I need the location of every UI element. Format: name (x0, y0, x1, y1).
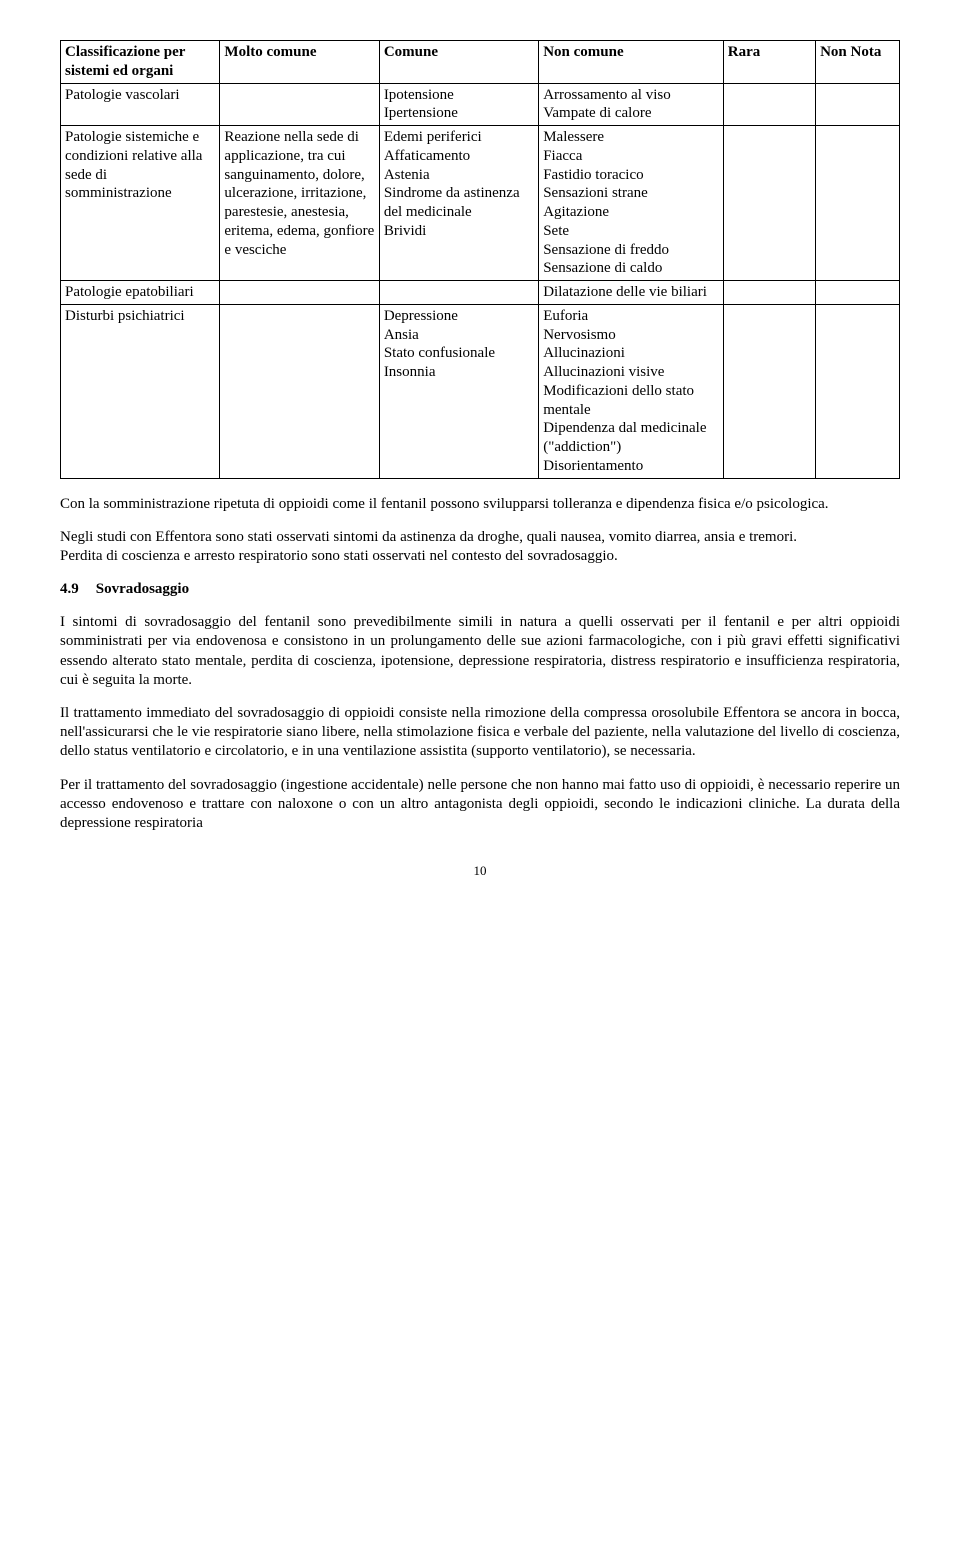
th-rare: Rara (723, 41, 815, 84)
cell (816, 281, 900, 305)
paragraph: Con la somministrazione ripetuta di oppi… (60, 495, 900, 514)
cell (220, 83, 379, 126)
cell (220, 281, 379, 305)
table-row: Disturbi psichiatrici DepressioneAnsiaSt… (61, 304, 900, 478)
cell (816, 304, 900, 478)
adverse-effects-table: Classificazione per sistemi ed organi Mo… (60, 40, 900, 479)
paragraph: Per il trattamento del sovradosaggio (in… (60, 776, 900, 834)
cell: IpotensioneIpertensione (379, 83, 538, 126)
cell (723, 281, 815, 305)
th-classification: Classificazione per sistemi ed organi (61, 41, 220, 84)
cell: Disturbi psichiatrici (61, 304, 220, 478)
cell: Reazione nella sede di applicazione, tra… (220, 126, 379, 281)
th-not-common: Non comune (539, 41, 724, 84)
th-common: Comune (379, 41, 538, 84)
paragraph: I sintomi di sovradosaggio del fentanil … (60, 613, 900, 690)
th-not-known: Non Nota (816, 41, 900, 84)
table-row: Patologie sistemiche e condizioni relati… (61, 126, 900, 281)
cell: Patologie sistemiche e condizioni relati… (61, 126, 220, 281)
section-title: Sovradosaggio (96, 581, 189, 597)
cell (723, 304, 815, 478)
cell (723, 83, 815, 126)
cell (220, 304, 379, 478)
cell: DepressioneAnsiaStato confusionaleInsonn… (379, 304, 538, 478)
cell (816, 126, 900, 281)
paragraph: Il trattamento immediato del sovradosagg… (60, 704, 900, 762)
table-row: Patologie epatobiliari Dilatazione delle… (61, 281, 900, 305)
cell: MalessereFiaccaFastidio toracicoSensazio… (539, 126, 724, 281)
cell: Arrossamento al visoVampate di calore (539, 83, 724, 126)
cell: Edemi perifericiAffaticamentoAsteniaSind… (379, 126, 538, 281)
cell: Patologie epatobiliari (61, 281, 220, 305)
page-number: 10 (60, 863, 900, 880)
cell: Patologie vascolari (61, 83, 220, 126)
th-very-common: Molto comune (220, 41, 379, 84)
section-number: 4.9 (60, 580, 92, 599)
cell (723, 126, 815, 281)
paragraph: Perdita di coscienza e arresto respirato… (60, 547, 900, 566)
section-heading: 4.9 Sovradosaggio (60, 580, 900, 599)
paragraph: Negli studi con Effentora sono stati oss… (60, 528, 900, 547)
cell: EuforiaNervosismoAllucinazioniAllucinazi… (539, 304, 724, 478)
table-row: Patologie vascolari IpotensioneIpertensi… (61, 83, 900, 126)
cell (379, 281, 538, 305)
cell (816, 83, 900, 126)
cell: Dilatazione delle vie biliari (539, 281, 724, 305)
